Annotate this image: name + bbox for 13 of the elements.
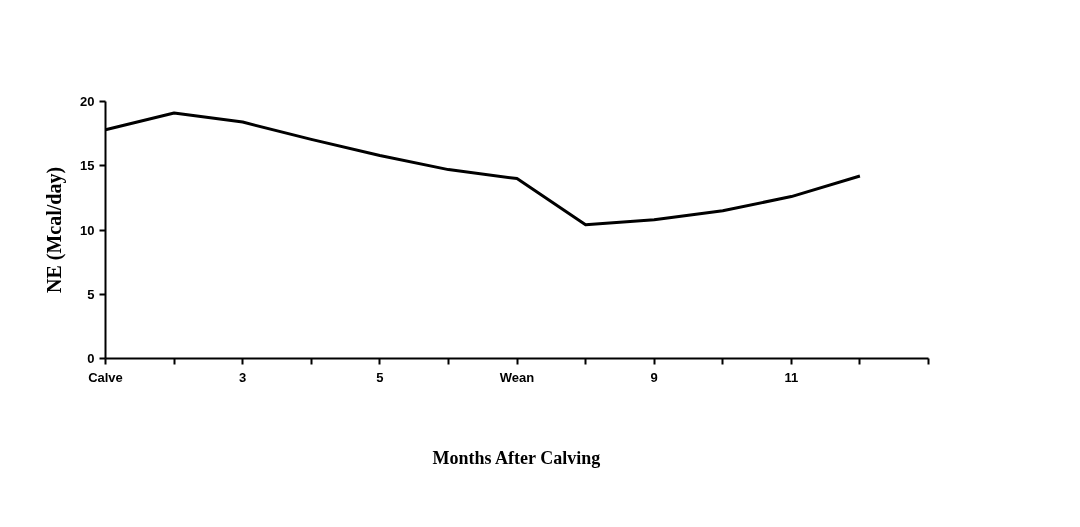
y-axis-title: NE (Mcal/day) (43, 166, 67, 294)
y-tick-label: 10 (80, 222, 95, 238)
y-tick-label: 5 (87, 286, 95, 302)
y-tick-label: 15 (80, 158, 95, 174)
y-tick-label: 20 (80, 94, 95, 109)
x-tick-label: 11 (784, 369, 799, 385)
x-tick-label: 9 (650, 369, 658, 385)
y-tick-label: 0 (87, 351, 95, 366)
x-tick-label: 5 (376, 369, 384, 385)
x-tick-label: 3 (239, 369, 247, 385)
x-tick-label: Wean (499, 369, 535, 385)
x-axis-title: Months After Calving (432, 447, 601, 468)
x-tick-label: Calve (88, 369, 123, 385)
